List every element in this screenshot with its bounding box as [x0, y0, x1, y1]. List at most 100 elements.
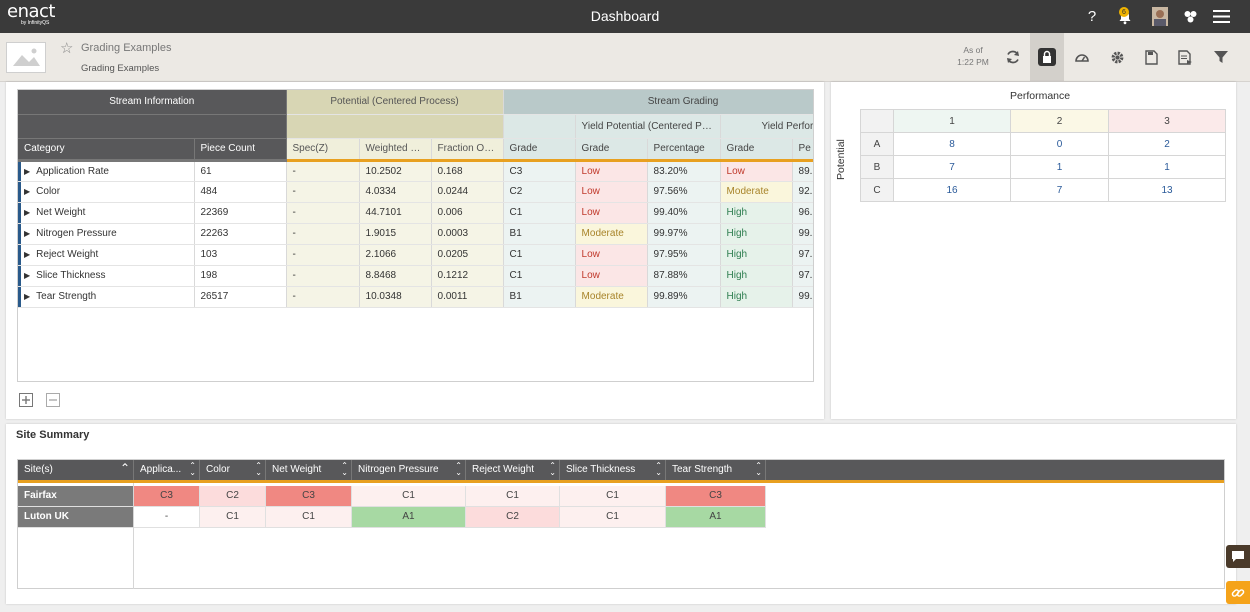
expand-row-icon[interactable]: ▶ — [24, 187, 31, 196]
refresh-button[interactable] — [996, 33, 1030, 81]
site-grade-cell: C3 — [666, 486, 766, 507]
table-row[interactable]: ▶ Color 484-4.0334 0.0244 C2 Low 97.56% Moderat… — [18, 181, 813, 203]
col-category[interactable]: Category — [18, 138, 195, 162]
table-row[interactable]: ▶ Reject Weight 103-2.1066 0.0205 C1 Low 97.95… — [18, 244, 813, 266]
site-row[interactable]: Luton UK - C1 C1 A1 C2 C1 A1 — [18, 507, 782, 528]
expand-row-icon[interactable]: ▶ — [24, 250, 31, 259]
link-button[interactable] — [1226, 581, 1250, 604]
export-button[interactable] — [1168, 33, 1202, 81]
sort-toggle-icon[interactable]: ⌃ ⌄ — [655, 461, 662, 477]
sort-toggle-icon[interactable]: ⌃ ⌄ — [341, 461, 348, 477]
sort-toggle-icon[interactable]: ⌃ ⌄ — [755, 461, 762, 477]
apps-icon[interactable] — [1180, 0, 1200, 33]
dashboard-thumbnail[interactable] — [6, 42, 46, 73]
expand-row-icon[interactable]: ▶ — [24, 208, 31, 217]
sort-toggle-icon[interactable]: ⌃ ⌄ — [455, 461, 462, 477]
site-col-header[interactable]: Slice Thickness ⌃ ⌄ — [560, 460, 666, 480]
col-yield-performance-grade[interactable]: Grade — [720, 138, 793, 162]
cell-category: ▶ Color — [18, 181, 195, 203]
col-yield-potential-percentage[interactable]: Percentage — [647, 138, 721, 162]
site-row[interactable]: Fairfax C3 C2 C3 C1 C1 C1 C3 — [18, 486, 782, 507]
cell-fraction-oos: 0.168 — [431, 160, 504, 182]
sort-toggle-icon[interactable]: ⌃ ⌄ — [255, 461, 262, 477]
save-button[interactable] — [1134, 33, 1168, 81]
category-label: Reject Weight — [36, 249, 99, 260]
expand-row-icon[interactable]: ▶ — [24, 292, 31, 301]
menu-icon[interactable] — [1210, 0, 1232, 33]
col-yield-potential-grade[interactable]: Grade — [575, 138, 648, 162]
table-row[interactable]: ▶ Application Rate 61-10.2502 0.168 C3 Low 83.… — [18, 160, 813, 182]
matrix-col-header: 3 — [1108, 109, 1226, 133]
app-logo[interactable]: enact by InfinityQS — [7, 3, 55, 27]
table-row[interactable]: ▶ Tear Strength 26517-10.0348 0.0011 B1 Moder… — [18, 286, 813, 308]
cell-yield-potential-grade: Moderate — [575, 223, 648, 245]
chat-button[interactable] — [1226, 545, 1250, 568]
matrix-row-header: A — [860, 132, 894, 156]
site-summary-header: Site(s) ⌃ Applica... ⌃ ⌄ Color ⌃ ⌄ Net Weight ⌃ ⌄ N… — [18, 460, 1224, 483]
site-col-header[interactable]: Net Weight ⌃ ⌄ — [266, 460, 352, 480]
divider — [133, 483, 134, 589]
cell-grade: C1 — [503, 244, 576, 266]
site-col-header[interactable]: Nitrogen Pressure ⌃ ⌄ — [352, 460, 466, 480]
site-col-header[interactable]: Site(s) ⌃ — [18, 460, 134, 480]
help-icon[interactable]: ? — [1087, 8, 1097, 25]
as-of-timestamp: As of 1:22 PM — [950, 44, 996, 68]
expand-all-icon[interactable] — [19, 393, 33, 407]
cell-yield-performance-percentage: 99. — [792, 286, 813, 308]
expand-row-icon[interactable]: ▶ — [24, 166, 31, 176]
expand-row-icon[interactable]: ▶ — [24, 229, 31, 238]
col-fraction-oos[interactable]: Fraction OOS — [431, 138, 504, 162]
matrix-cell[interactable]: 13 — [1108, 178, 1226, 202]
cell-yield-performance-grade: Low — [720, 160, 793, 182]
cell-yield-performance-grade: High — [720, 286, 793, 308]
matrix-cell[interactable]: 8 — [893, 132, 1011, 156]
site-grade-cell: C1 — [266, 507, 352, 528]
col-spec-z[interactable]: Spec(Z) — [286, 138, 360, 162]
collapse-all-icon[interactable] — [46, 393, 61, 407]
table-row[interactable]: ▶ Slice Thickness 198-8.8468 0.1212 C1 Low 87.… — [18, 265, 813, 287]
matrix-cell[interactable]: 1 — [1010, 155, 1109, 179]
matrix-cell[interactable]: 7 — [1010, 178, 1109, 202]
lock-button[interactable] — [1030, 33, 1064, 81]
matrix-cell[interactable]: 7 — [893, 155, 1011, 179]
settings-button[interactable] — [1100, 33, 1134, 81]
page-title: Grading Examples — [81, 42, 172, 54]
sort-toggle-icon[interactable]: ⌃ ⌄ — [189, 461, 196, 477]
site-col-label: Net Weight — [272, 464, 322, 475]
table-row[interactable]: ▶ Net Weight 22369-44.7101 0.006 C1 Low 99.40%… — [18, 202, 813, 224]
site-col-header[interactable]: Reject Weight ⌃ ⌄ — [466, 460, 560, 480]
sort-asc-icon[interactable]: ⌃ — [119, 461, 130, 475]
table-row[interactable]: ▶ Nitrogen Pressure 22263-1.9015 0.0003 B1 Mo… — [18, 223, 813, 245]
expand-row-icon[interactable]: ▶ — [24, 271, 31, 280]
cell-piece-count: 22369 — [194, 202, 287, 224]
site-col-header[interactable]: Applica... ⌃ ⌄ — [134, 460, 200, 480]
matrix-cell[interactable]: 2 — [1108, 132, 1226, 156]
sort-toggle-icon[interactable]: ⌃ ⌄ — [549, 461, 556, 477]
group-yield-performance: Yield Perform — [720, 114, 813, 139]
gauge-button[interactable] — [1065, 33, 1099, 81]
cell-fraction-oos: 0.0205 — [431, 244, 504, 266]
cell-spec-z: - — [286, 223, 360, 245]
site-col-header[interactable]: Color ⌃ ⌄ — [200, 460, 266, 480]
cell-yield-potential-grade: Low — [575, 265, 648, 287]
cell-category: ▶ Nitrogen Pressure — [18, 223, 195, 245]
site-col-header[interactable]: Tear Strength ⌃ ⌄ — [666, 460, 766, 480]
matrix-cell[interactable]: 16 — [893, 178, 1011, 202]
filter-icon — [1214, 50, 1228, 63]
matrix-cell[interactable]: 1 — [1108, 155, 1226, 179]
notifications-button[interactable]: 6 — [1113, 0, 1137, 33]
user-avatar-button[interactable] — [1149, 0, 1171, 33]
col-yield-performance-percentage[interactable]: Pe — [792, 138, 813, 162]
col-grade[interactable]: Grade — [503, 138, 576, 162]
col-piece-count[interactable]: Piece Count — [194, 138, 287, 162]
cell-piece-count: 198 — [194, 265, 287, 287]
group-potential: Potential (Centered Process) — [286, 90, 504, 115]
matrix-cell[interactable]: 0 — [1010, 132, 1109, 156]
favorite-star-icon[interactable]: ☆ — [60, 40, 74, 57]
site-col-label: Site(s) — [24, 464, 53, 475]
filter-button[interactable] — [1204, 33, 1238, 81]
matrix-row-header: C — [860, 178, 894, 202]
site-grade-cell: A1 — [666, 507, 766, 528]
cell-yield-performance-percentage: 89. — [792, 160, 813, 182]
col-weighted-fraction[interactable]: Weighted Fr... — [359, 138, 432, 162]
